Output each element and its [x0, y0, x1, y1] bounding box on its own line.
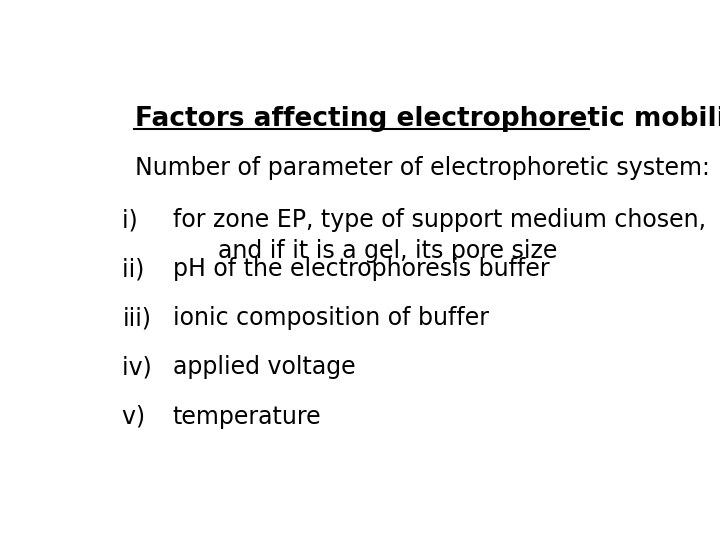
Text: Factors affecting electrophoretic mobility:: Factors affecting electrophoretic mobili… — [135, 106, 720, 132]
Text: for zone EP, type of support medium chosen,
      and if it is a gel, its pore s: for zone EP, type of support medium chos… — [173, 208, 706, 263]
Text: v): v) — [122, 404, 161, 429]
Text: applied voltage: applied voltage — [173, 355, 355, 380]
Text: Number of parameter of electrophoretic system:: Number of parameter of electrophoretic s… — [135, 156, 709, 180]
Text: iv): iv) — [122, 355, 160, 380]
Text: ionic composition of buffer: ionic composition of buffer — [173, 306, 489, 330]
Text: pH of the electrophoresis buffer: pH of the electrophoresis buffer — [173, 258, 549, 281]
Text: temperature: temperature — [173, 404, 321, 429]
Text: iii): iii) — [122, 306, 151, 330]
Text: ii): ii) — [122, 258, 152, 281]
Text: i): i) — [122, 208, 153, 232]
